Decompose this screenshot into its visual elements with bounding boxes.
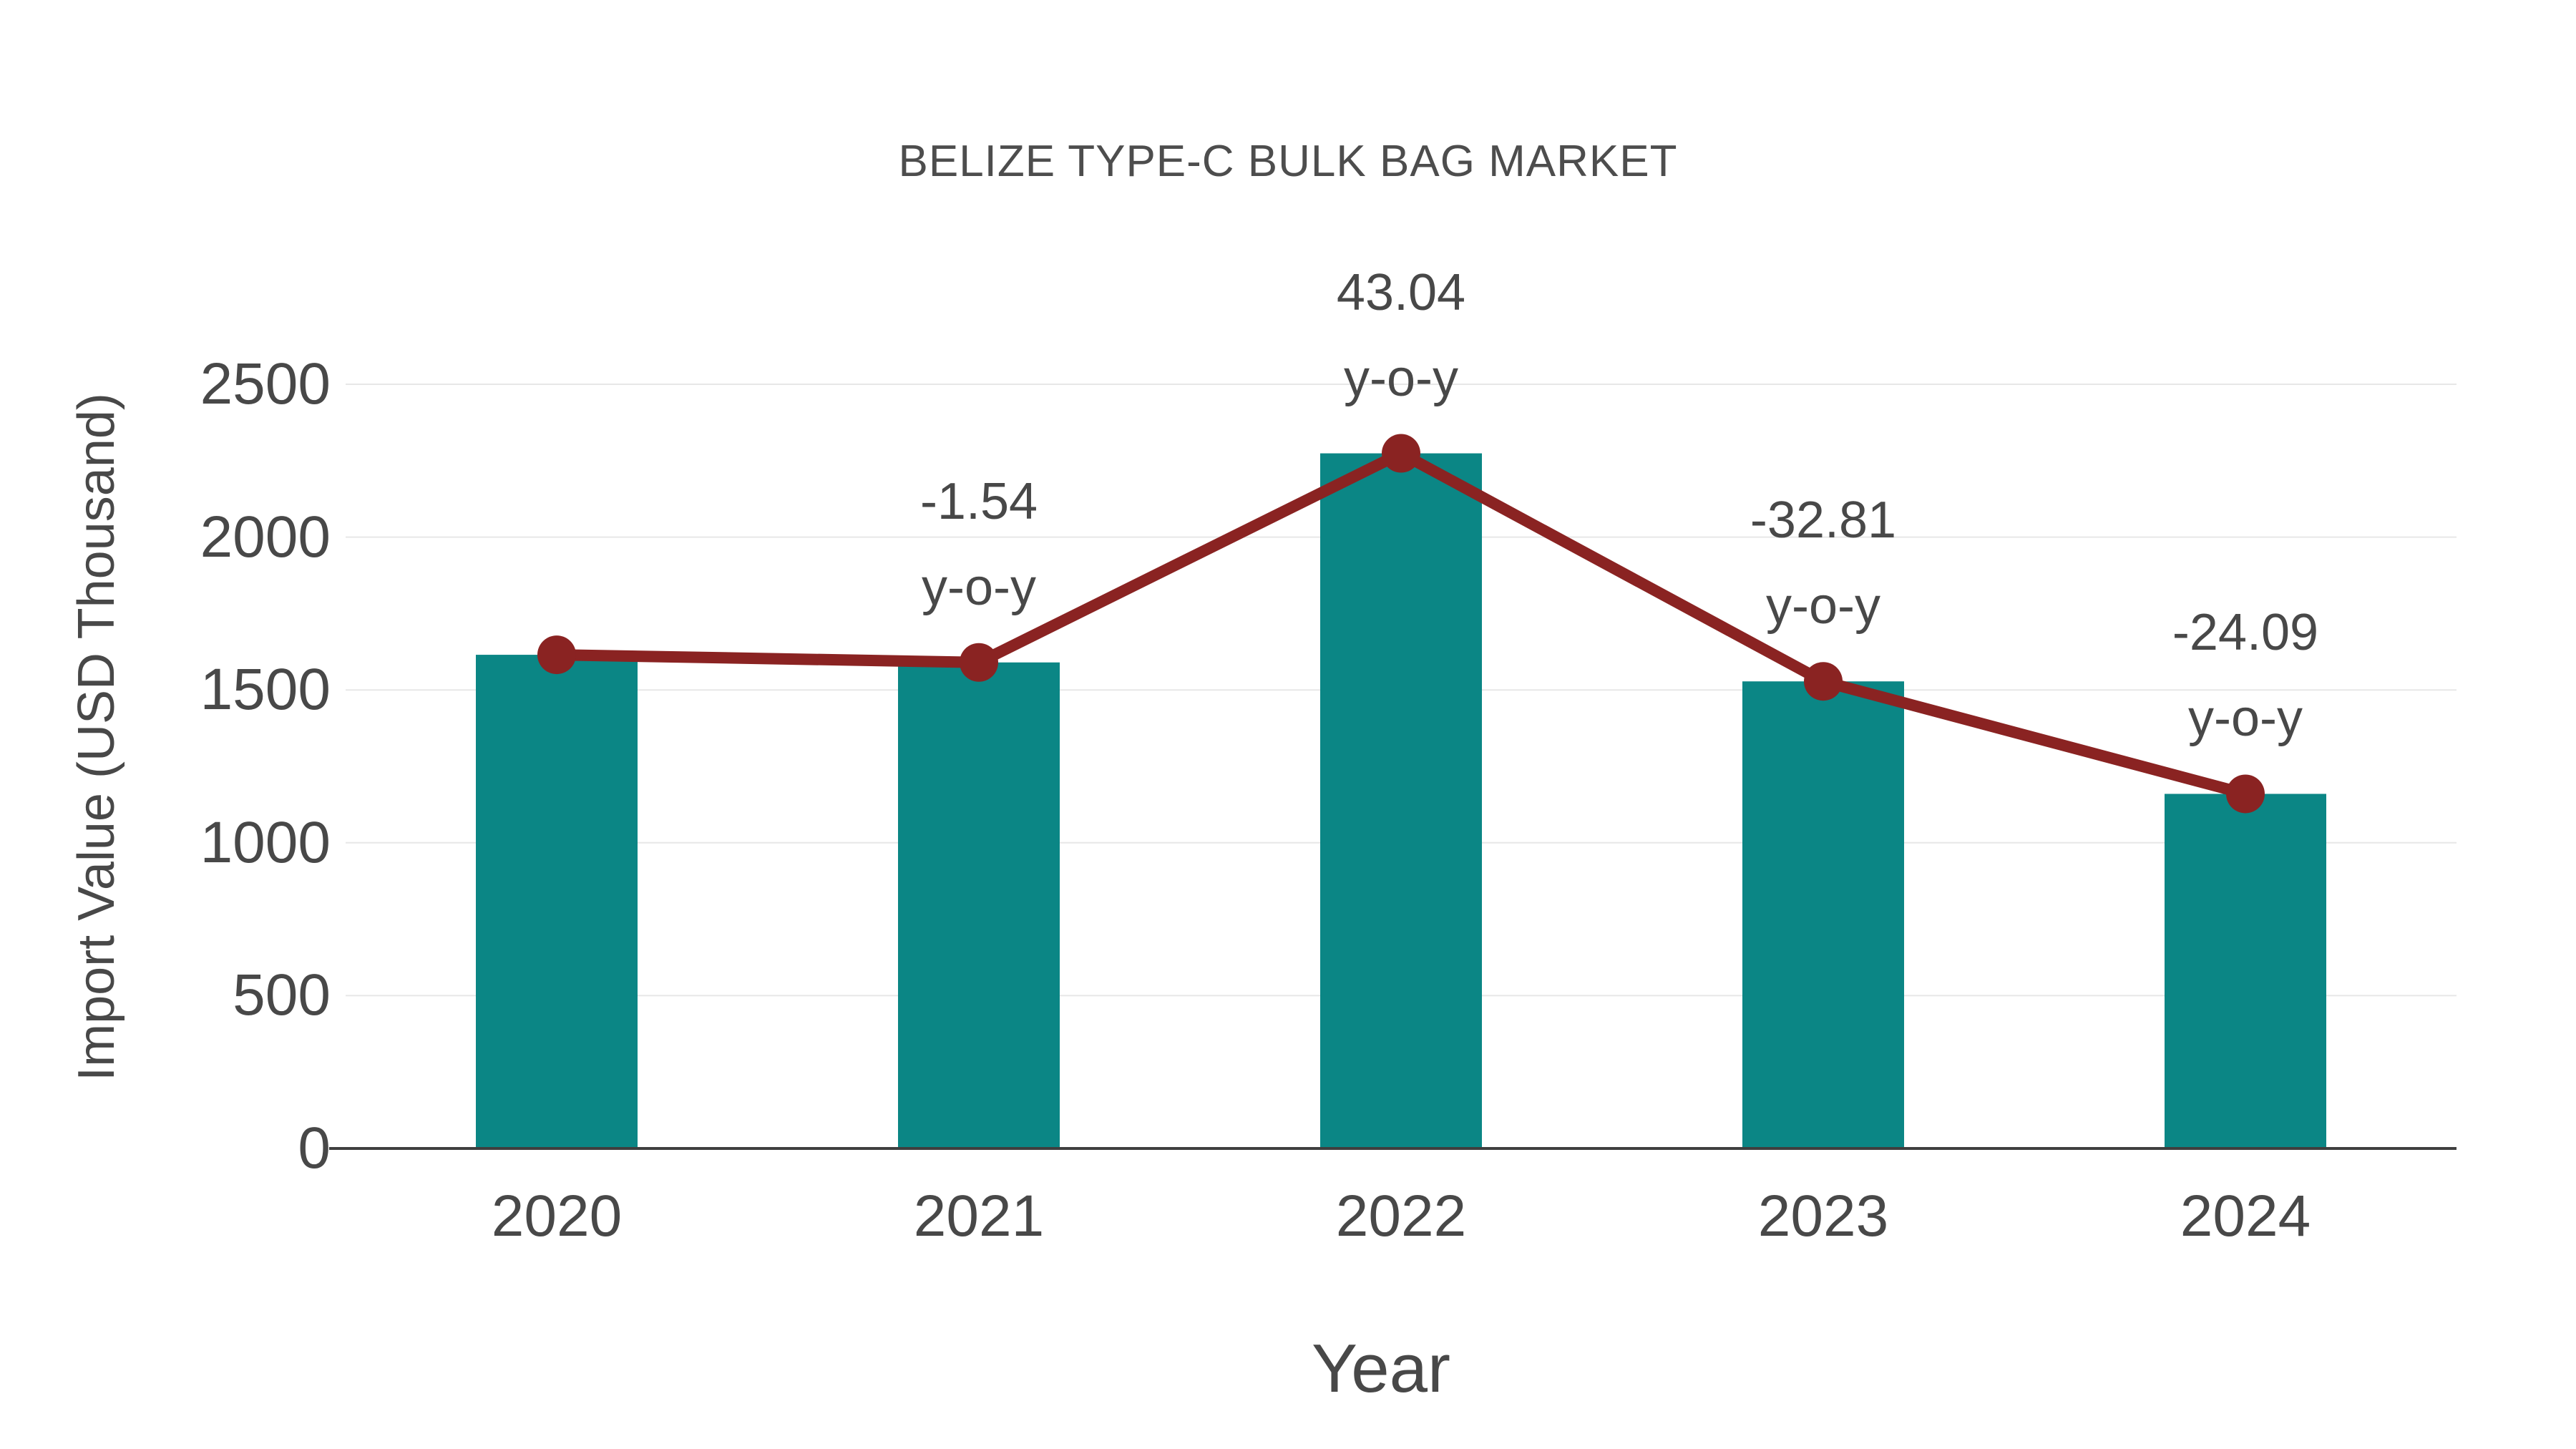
data-point-marker-2021: [960, 643, 998, 682]
annotation-suffix-2022: y-o-y: [1344, 349, 1458, 407]
data-point-marker-2022: [1382, 434, 1420, 473]
annotation-value-2024: -24.09: [2172, 604, 2319, 662]
annotation-value-2023: -32.81: [1750, 492, 1897, 550]
y-tick-label-2500: 2500: [200, 351, 331, 416]
bar-2020: [476, 655, 638, 1148]
x-tick-label-2023: 2023: [1757, 1184, 1889, 1249]
data-point-marker-2023: [1804, 662, 1843, 701]
bar-2023: [1742, 681, 1904, 1148]
y-tick-label-500: 500: [233, 962, 331, 1028]
x-tick-label-2021: 2021: [913, 1184, 1045, 1249]
annotation-value-2022: 43.04: [1336, 263, 1466, 321]
annotation-suffix-2021: y-o-y: [922, 558, 1036, 616]
data-point-marker-2020: [537, 635, 576, 675]
x-tick-label-2020: 2020: [491, 1184, 623, 1249]
chart-title: BELIZE TYPE-C BULK BAG MARKET: [898, 137, 1678, 186]
bar-2022: [1320, 453, 1482, 1148]
bar-2021: [898, 662, 1060, 1148]
y-tick-label-2000: 2000: [200, 504, 331, 570]
annotation-value-2021: -1.54: [919, 472, 1038, 530]
annotation-suffix-2023: y-o-y: [1766, 577, 1880, 635]
annotation-suffix-2024: y-o-y: [2188, 690, 2303, 748]
y-tick-label-1000: 1000: [200, 809, 331, 875]
x-axis-title: Year: [1312, 1330, 1450, 1407]
bar-2024: [2165, 794, 2326, 1148]
x-tick-label-2022: 2022: [1335, 1184, 1467, 1249]
x-tick-label-2024: 2024: [2180, 1184, 2311, 1249]
y-tick-label-0: 0: [298, 1116, 331, 1181]
data-point-marker-2024: [2226, 774, 2265, 814]
y-tick-label-1500: 1500: [200, 657, 331, 723]
